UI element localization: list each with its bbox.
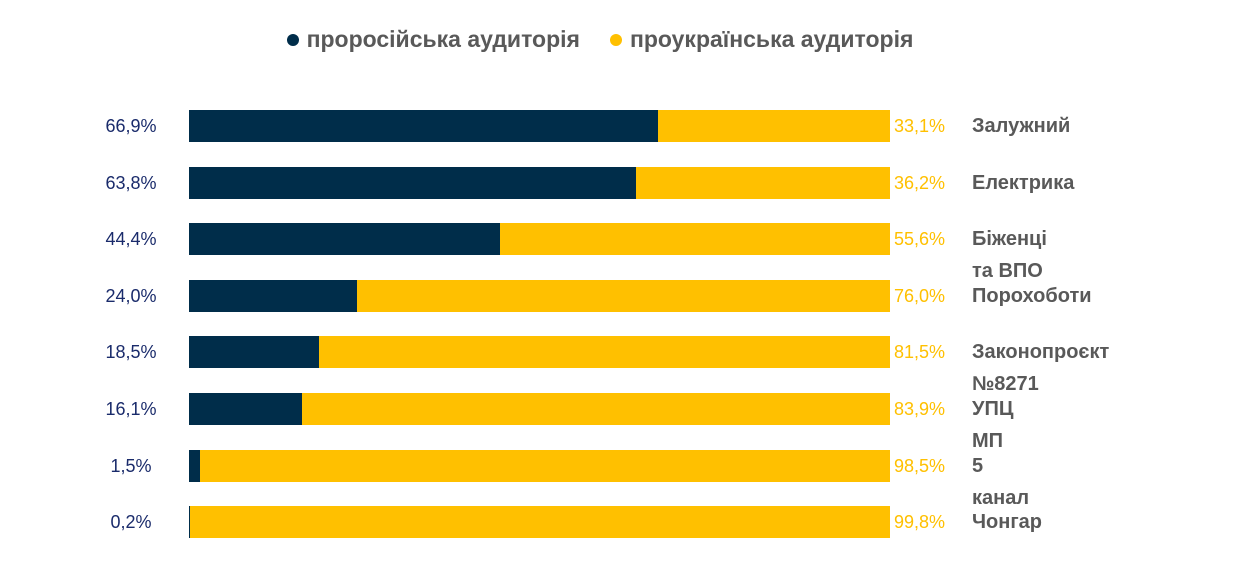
category-label: Залужний: [972, 115, 1071, 137]
bar-proukrainian: [500, 223, 890, 256]
data-label-prorussian: 24,0%: [105, 285, 157, 306]
legend-item-prorussian: проросійська аудиторія: [286, 26, 580, 53]
category-label: Біженці та ВПО: [972, 228, 1047, 283]
bar-prorussian: [189, 223, 501, 256]
category-label: УПЦ МП: [972, 398, 1014, 452]
bar-proukrainian: [636, 166, 890, 199]
bar-prorussian: [189, 110, 658, 142]
bar-prorussian: [189, 336, 319, 369]
data-label-prorussian: 0,2%: [110, 512, 152, 533]
legend-dot-prorussian: [286, 33, 299, 46]
bar-proukrainian: [190, 506, 890, 539]
data-label-prorussian: 66,9%: [105, 116, 157, 136]
category-label: Електрика: [972, 171, 1075, 194]
data-label-prorussian: 16,1%: [105, 399, 157, 419]
data-label-proukrainian: 33,1%: [894, 116, 946, 136]
bar-prorussian: [189, 166, 637, 199]
category-label: Законопроєкт №8271: [972, 341, 1110, 396]
legend: проросійська аудиторія проукраїнська ауд…: [0, 26, 1200, 53]
bar-prorussian: [189, 449, 200, 482]
bar-proukrainian: [318, 336, 890, 369]
legend-label-prorussian: проросійська аудиторія: [306, 26, 580, 52]
bar-prorussian: [189, 279, 358, 312]
data-label-proukrainian: 76,0%: [894, 285, 946, 306]
bar-prorussian: [189, 393, 302, 425]
data-label-proukrainian: 99,8%: [894, 512, 946, 533]
legend-item-proukrainian: проукраїнська аудиторія: [609, 26, 914, 53]
category-label: 5 канал: [972, 454, 1030, 509]
data-label-prorussian: 63,8%: [105, 172, 157, 193]
category-label: Порохоботи: [972, 284, 1092, 307]
bar-proukrainian: [301, 393, 890, 425]
bar-proukrainian: [199, 449, 890, 482]
category-label: Чонгар: [972, 511, 1043, 534]
legend-dot-proukrainian: [609, 33, 622, 46]
data-label-proukrainian: 36,2%: [894, 172, 946, 193]
data-label-prorussian: 1,5%: [110, 455, 152, 476]
data-label-proukrainian: 81,5%: [894, 342, 946, 363]
data-label-proukrainian: 55,6%: [894, 229, 946, 250]
bar-proukrainian: [657, 110, 890, 142]
data-label-proukrainian: 83,9%: [894, 399, 946, 419]
bar-prorussian: [189, 506, 191, 539]
bar-proukrainian: [357, 279, 890, 312]
data-label-prorussian: 44,4%: [105, 229, 157, 250]
data-label-proukrainian: 98,5%: [894, 455, 946, 476]
legend-label-proukrainian: проукраїнська аудиторія: [629, 26, 914, 52]
data-label-prorussian: 18,5%: [105, 342, 157, 363]
